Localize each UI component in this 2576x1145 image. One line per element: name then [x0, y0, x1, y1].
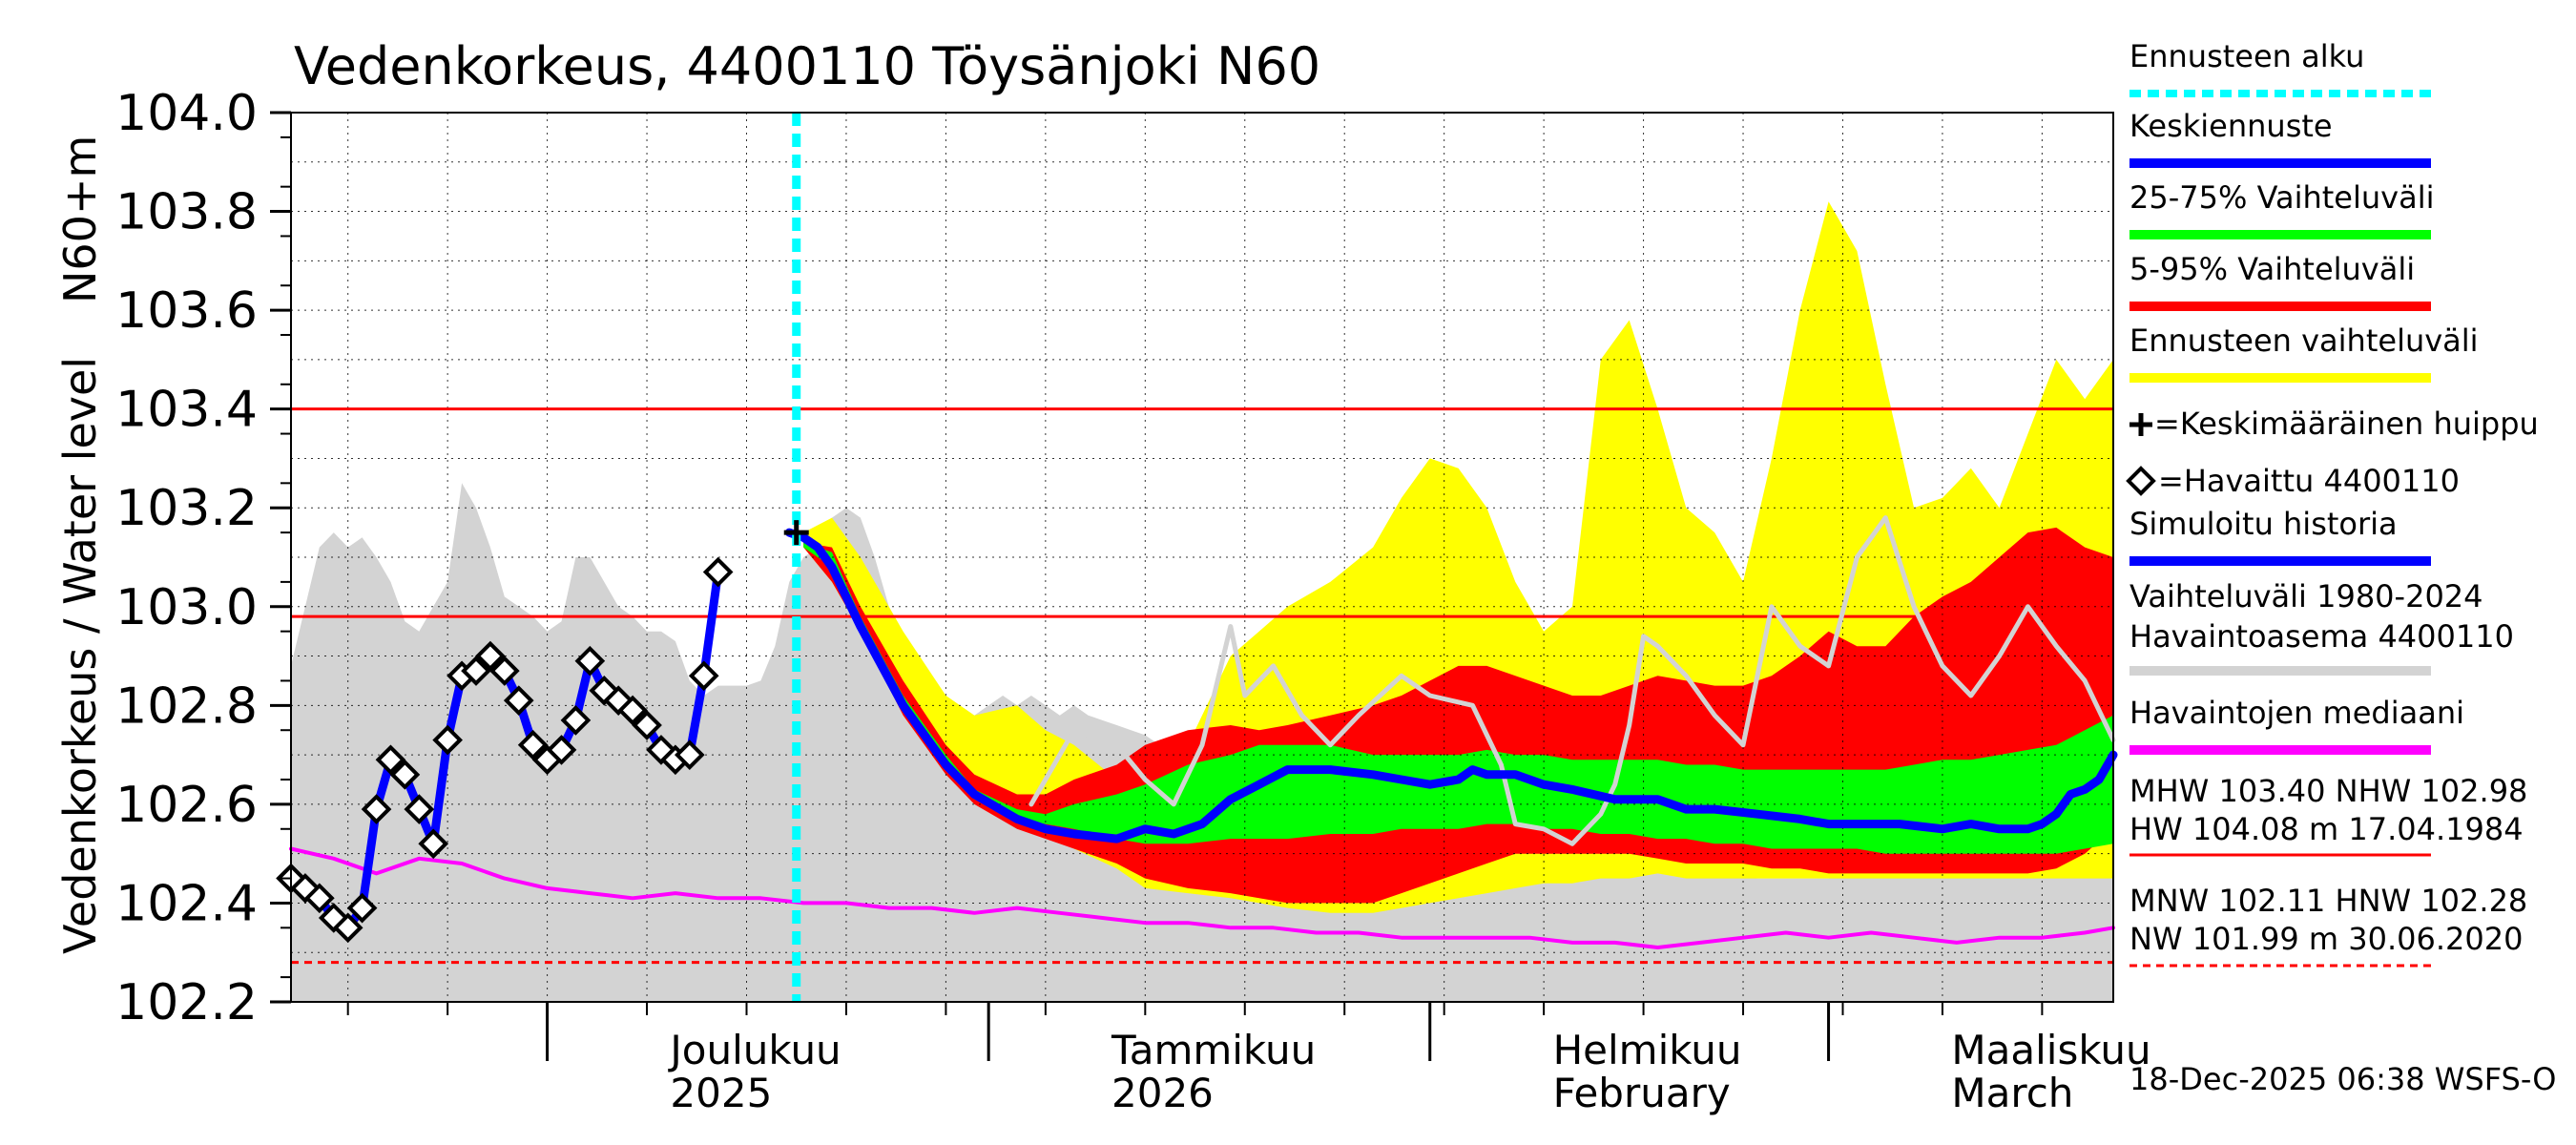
stats-high-line2: HW 104.08 m 17.04.1984 — [2129, 811, 2524, 847]
x-year-label: 2026 — [1111, 1070, 1214, 1116]
observed-point — [389, 759, 421, 790]
legend-label: 25-75% Vaihteluväli — [2129, 179, 2434, 216]
observed-point — [617, 695, 648, 726]
y-tick-label: 103.6 — [115, 282, 258, 340]
legend: Ennusteen alku Keskiennuste 25-75% Vaihtel… — [2126, 38, 2539, 755]
mean-peak-marker — [783, 520, 809, 546]
y-axis-unit: N60+m — [54, 135, 106, 303]
legend-label: =Keskimääräinen huippu — [2154, 406, 2539, 442]
observed-point — [461, 656, 491, 686]
observed-point — [304, 883, 335, 914]
observed-point — [702, 556, 734, 588]
x-year-label: February — [1553, 1070, 1731, 1116]
legend-label: Vaihteluväli 1980-2024 — [2129, 578, 2483, 614]
y-tick-label: 103.4 — [115, 382, 258, 439]
stats-low: MNW 102.11 HNW 102.28 NW 101.99 m 30.06.… — [2129, 883, 2527, 968]
axes-layer: 102.2 102.4 102.6 102.8 103.0 103.2 103.4 103.6… — [115, 85, 2150, 1116]
legend-label: Simuloitu historia — [2129, 506, 2398, 542]
observed-point — [475, 640, 506, 672]
plot-frame — [290, 112, 2114, 1003]
observed-point — [688, 660, 719, 692]
observed-point — [375, 744, 406, 776]
band-25-75 — [803, 542, 2114, 854]
stats-low-line2: NW 101.99 m 30.06.2020 — [2129, 921, 2523, 957]
observed-point — [488, 656, 520, 686]
observed-median-line — [289, 846, 2115, 949]
observed-point — [332, 912, 364, 944]
observed-point — [418, 828, 449, 860]
observed-point — [503, 685, 534, 716]
x-year-label: 2025 — [670, 1070, 772, 1116]
y-tick-label: 102.4 — [115, 875, 258, 932]
x-month-label: Tammikuu — [1111, 1027, 1316, 1073]
legend-label: Havaintoasema 4400110 — [2129, 618, 2514, 655]
y-tick-label: 104.0 — [115, 85, 258, 142]
legend-label: Ennusteen vaihteluväli — [2129, 323, 2479, 359]
y-tick-label: 103.8 — [115, 184, 258, 241]
observed-point — [404, 794, 435, 824]
stats-low-line1: MNW 102.11 HNW 102.28 — [2129, 883, 2527, 919]
chart-title: Vedenkorkeus, 4400110 Töysänjoki N60 — [294, 36, 1320, 96]
stats-high-line1: MHW 103.40 NHW 102.98 — [2129, 773, 2527, 809]
legend-label: Havaintojen mediaani — [2129, 695, 2464, 731]
y-tick-label: 102.6 — [115, 777, 258, 834]
legend-label: 5-95% Vaihteluväli — [2129, 251, 2415, 287]
observed-point — [632, 710, 662, 740]
y-tick-label: 103.2 — [115, 480, 258, 537]
observed-point — [546, 735, 577, 765]
y-tick-label: 102.2 — [115, 974, 258, 1031]
legend-label: Ennusteen alku — [2129, 38, 2364, 74]
grid-layer — [291, 112, 2113, 1003]
x-month-label: Maaliskuu — [1951, 1027, 2150, 1073]
markers-layer — [276, 520, 809, 944]
mean-forecast-line — [784, 528, 2118, 843]
observed-point — [560, 705, 592, 736]
observed-point — [574, 645, 606, 677]
x-month-label: Helmikuu — [1553, 1027, 1742, 1073]
legend-label: =Havaittu 4400110 — [2158, 463, 2460, 499]
observed-point — [517, 729, 549, 760]
stats-high: MHW 103.40 NHW 102.98 HW 104.08 m 17.04.… — [2129, 773, 2527, 857]
observed-point — [674, 739, 705, 770]
y-axis-label: Vedenkorkeus / Water level — [54, 357, 106, 954]
y-tick-label: 102.8 — [115, 677, 258, 735]
observed-point — [432, 724, 463, 756]
bands-layer — [291, 201, 2114, 1002]
observed-point — [346, 892, 378, 924]
legend-plus-marker — [2129, 413, 2152, 436]
x-month-label: Joulukuu — [667, 1027, 841, 1073]
observed-point — [361, 794, 392, 824]
y-tick-label: 103.0 — [115, 579, 258, 636]
legend-diamond-marker — [2126, 466, 2156, 496]
x-year-label: March — [1951, 1070, 2073, 1116]
footer-timestamp: 18-Dec-2025 06:38 WSFS-O — [2129, 1061, 2556, 1097]
legend-label: Keskiennuste — [2129, 108, 2333, 144]
simulated-history-line — [1028, 515, 2116, 846]
